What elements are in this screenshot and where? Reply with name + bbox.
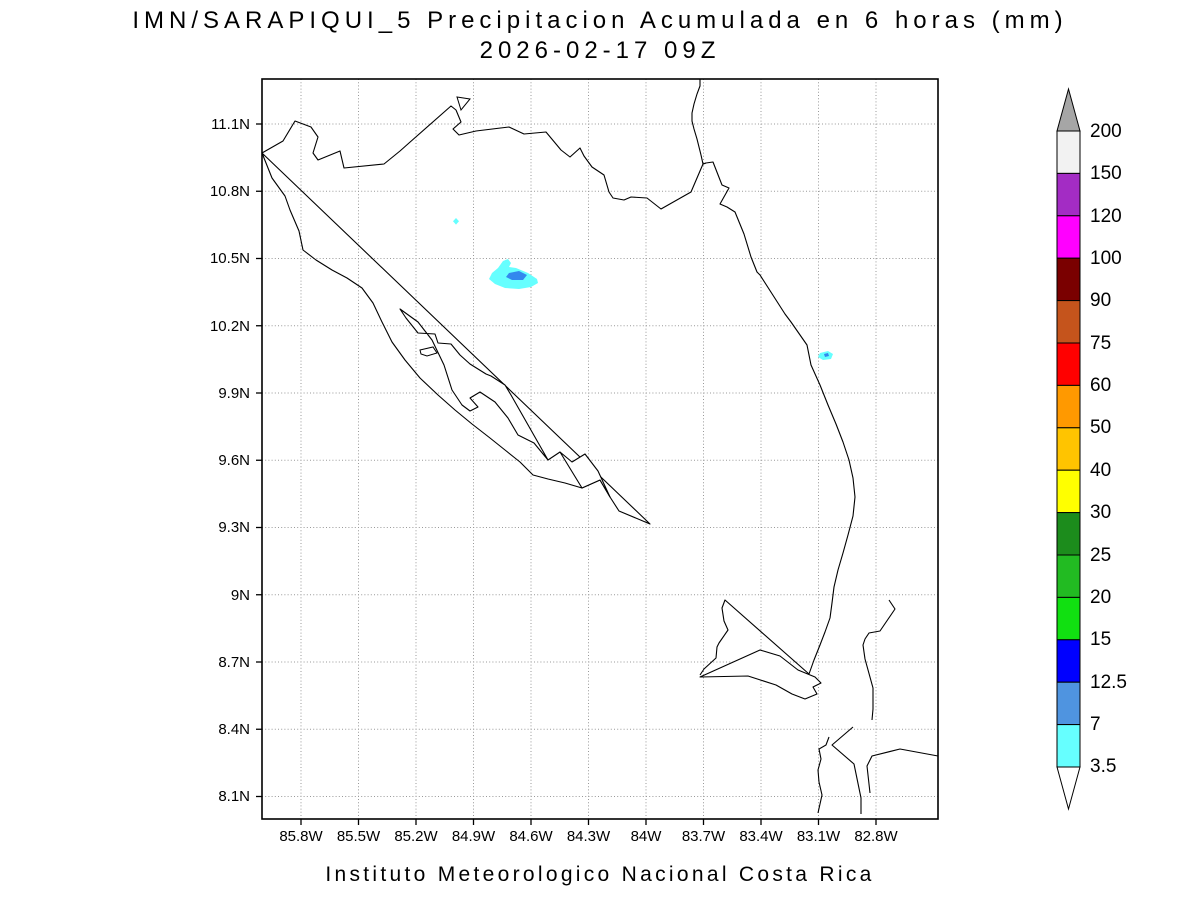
svg-text:90: 90	[1090, 290, 1111, 311]
svg-text:7: 7	[1090, 714, 1101, 735]
svg-text:20: 20	[1090, 587, 1111, 608]
svg-text:120: 120	[1090, 206, 1122, 227]
svg-text:25: 25	[1090, 545, 1111, 566]
svg-text:15: 15	[1090, 629, 1111, 650]
svg-text:100: 100	[1090, 248, 1122, 269]
svg-text:30: 30	[1090, 502, 1111, 523]
svg-text:200: 200	[1090, 121, 1122, 142]
svg-text:3.5: 3.5	[1090, 756, 1116, 777]
svg-text:12.5: 12.5	[1090, 672, 1127, 693]
svg-text:60: 60	[1090, 375, 1111, 396]
svg-text:150: 150	[1090, 163, 1122, 184]
svg-text:40: 40	[1090, 460, 1111, 481]
svg-text:75: 75	[1090, 333, 1111, 354]
svg-text:50: 50	[1090, 417, 1111, 438]
